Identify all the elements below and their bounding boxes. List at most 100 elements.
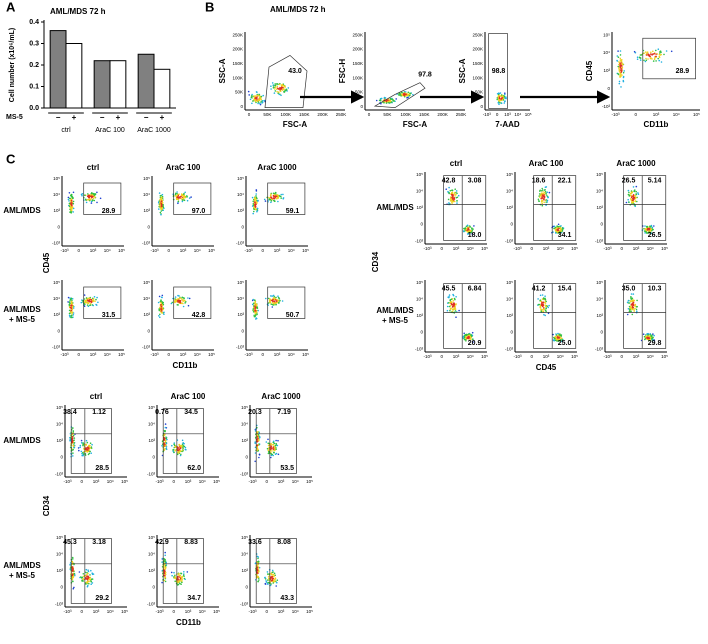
tick-label: 10³ (53, 312, 60, 317)
event-dot (71, 317, 73, 319)
event-dot (280, 95, 282, 97)
tick-label: 10³ (278, 479, 285, 484)
event-dot (257, 95, 259, 97)
event-dot (71, 200, 73, 202)
group-sign: − (144, 113, 149, 122)
gate-value: 6.84 (468, 285, 482, 292)
event-dot (632, 308, 634, 310)
event-dot (455, 303, 457, 305)
event-dot (185, 447, 187, 449)
event-dot (635, 197, 637, 199)
event-dot (159, 192, 161, 194)
tick-label: 10⁴ (237, 192, 244, 197)
event-dot (267, 439, 269, 441)
event-dot (545, 186, 547, 188)
event-dot (619, 73, 621, 75)
event-dot (171, 445, 173, 447)
event-dot (623, 77, 625, 79)
event-dot (453, 303, 455, 305)
tick-label: 10⁴ (56, 552, 63, 557)
event-dot (451, 200, 453, 202)
tick-label: 10⁵ (525, 112, 532, 117)
event-dot (71, 313, 73, 315)
event-dot (82, 445, 84, 447)
event-dot (272, 582, 274, 584)
event-dot (496, 99, 498, 101)
event-dot (618, 64, 620, 66)
event-dot (69, 203, 71, 205)
event-dot (455, 194, 457, 196)
event-dot (542, 191, 544, 193)
event-dot (620, 59, 622, 61)
event-dot (270, 446, 272, 448)
event-dot (256, 91, 258, 93)
event-dot (71, 194, 73, 196)
event-dot (183, 193, 185, 195)
tick-label: 10⁵ (596, 280, 603, 285)
tick-label: 10⁴ (53, 296, 60, 301)
event-dot (256, 202, 258, 204)
tick-label: 0 (261, 352, 264, 357)
column-header: ctrl (90, 392, 102, 401)
event-dot (448, 187, 450, 189)
event-dot (454, 299, 456, 301)
event-dot (467, 334, 469, 336)
tick-label: 10⁴ (557, 354, 564, 359)
gate-value: 8.83 (184, 539, 198, 546)
axis-label: CD45 (42, 252, 51, 273)
row-label: AML/MDS (3, 305, 41, 314)
event-dot (71, 207, 73, 209)
axis-label: FSC-H (338, 59, 347, 84)
tick-label: 200K (437, 112, 448, 117)
gate (163, 409, 203, 474)
event-dot (548, 305, 550, 307)
event-dot (255, 101, 257, 103)
event-dot (281, 85, 283, 87)
event-dot (560, 228, 562, 230)
event-dot (555, 228, 557, 230)
event-dot (276, 91, 278, 93)
event-dot (251, 94, 253, 96)
event-dot (273, 296, 275, 298)
tick-label: 10³ (278, 609, 285, 614)
event-dot (181, 451, 183, 453)
event-dot (659, 52, 661, 54)
event-dot (252, 197, 254, 199)
event-dot (559, 334, 561, 336)
event-dot (253, 308, 255, 310)
event-dot (182, 297, 184, 299)
gate-value: 42.9 (155, 539, 169, 546)
event-dot (654, 57, 656, 59)
event-dot (161, 312, 163, 314)
event-dot (557, 335, 559, 337)
event-dot (395, 98, 397, 100)
gate-value: 50.7 (286, 312, 300, 319)
tick-label: -10³ (55, 601, 64, 606)
tick-label: 10³ (93, 609, 100, 614)
event-dot (165, 427, 167, 429)
tick-label: -10³ (423, 354, 432, 359)
event-dot (69, 564, 71, 566)
event-dot (558, 224, 560, 226)
tick-label: 0 (172, 479, 175, 484)
event-dot (258, 579, 260, 581)
event-dot (633, 196, 635, 198)
event-dot (71, 310, 73, 312)
tick-label: 0 (510, 222, 513, 227)
tick-label: 10⁵ (241, 535, 248, 540)
event-dot (68, 197, 70, 199)
axis-label: FSC-A (283, 120, 308, 129)
event-dot (270, 196, 272, 198)
event-dot (387, 101, 389, 103)
event-dot (72, 427, 74, 429)
event-dot (554, 338, 556, 340)
event-dot (176, 299, 178, 301)
event-dot (182, 303, 184, 305)
event-dot (254, 442, 256, 444)
event-dot (96, 192, 98, 194)
event-dot (160, 304, 162, 306)
gate (71, 409, 111, 474)
event-dot (283, 88, 285, 90)
event-dot (71, 301, 73, 303)
tick-label: 200K (472, 47, 483, 52)
